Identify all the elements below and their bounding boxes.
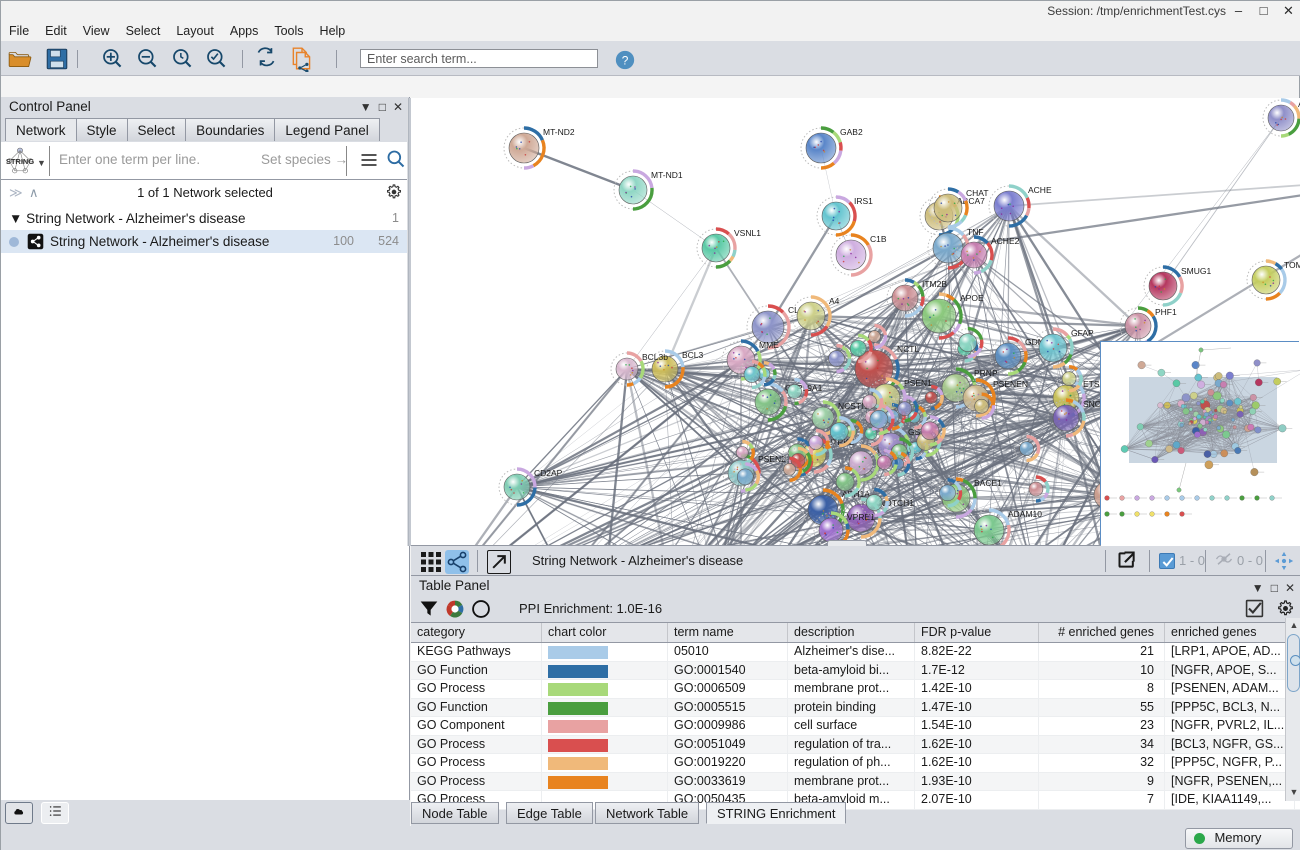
svg-text:TOMM40: TOMM40 [1284,260,1300,270]
svg-text:IRS1: IRS1 [854,196,873,206]
svg-text:VSNL1: VSNL1 [734,228,761,238]
svg-text:BCL3b: BCL3b [642,352,668,362]
svg-text:C1B: C1B [870,234,887,244]
svg-text:BCL3: BCL3 [682,350,704,360]
svg-text:PHF1: PHF1 [1155,307,1177,317]
svg-text:MME: MME [759,340,779,350]
svg-text:GFAP: GFAP [1071,328,1094,338]
svg-text:APOE: APOE [960,293,984,303]
svg-text:MT-ND1: MT-ND1 [651,170,683,180]
svg-text:PRNP: PRNP [974,368,998,378]
svg-text:ITM2B: ITM2B [922,279,947,289]
svg-text:MT-ND2: MT-ND2 [543,127,575,137]
svg-text:PSEN2: PSEN2 [758,454,786,464]
svg-text:ACHE2: ACHE2 [991,236,1020,246]
svg-text:PSEN1: PSEN1 [904,378,932,388]
svg-text:ADAM10: ADAM10 [1008,509,1042,519]
svg-text:GAB2: GAB2 [840,127,863,137]
svg-text:PSENEN: PSENEN [993,379,1028,389]
svg-text:NOTCH1: NOTCH1 [879,498,914,508]
svg-text:SMUG1: SMUG1 [1181,266,1212,276]
svg-text:?: ? [622,54,629,68]
svg-text:BACE1: BACE1 [974,478,1002,488]
svg-text:CHAT: CHAT [966,188,989,198]
svg-text:VPRE1: VPRE1 [847,512,875,522]
svg-text:CD2AP: CD2AP [534,468,563,478]
svg-text:STRING: STRING [6,157,35,166]
svg-text:NCTL: NCTL [897,344,919,354]
svg-text:A4: A4 [829,296,840,306]
svg-text:ACHE: ACHE [1028,185,1052,195]
